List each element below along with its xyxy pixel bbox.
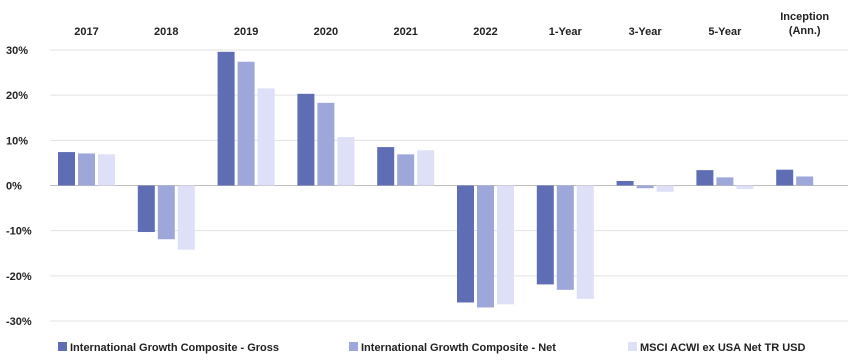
bar-gross — [536, 185, 554, 285]
bar-benchmark — [736, 185, 754, 190]
bar-benchmark — [177, 185, 195, 250]
bar-benchmark — [417, 150, 435, 186]
category-label: 2019 — [234, 26, 258, 38]
bar-net — [716, 177, 734, 186]
y-tick-label: -20% — [6, 271, 32, 283]
bar-net — [477, 185, 494, 308]
legend-label: MSCI ACWI ex USA Net TR USD — [640, 342, 805, 354]
legend: International Growth Composite - Gross In… — [58, 342, 805, 354]
legend-swatch — [349, 342, 358, 351]
category-label: 1-Year — [549, 26, 583, 38]
legend-label: International Growth Composite - Gross — [70, 342, 279, 354]
category-label: Inception (Ann.) — [780, 11, 829, 37]
bar-benchmark — [337, 137, 355, 186]
bar-net — [397, 154, 415, 186]
bar-net — [796, 176, 814, 186]
bar-gross — [377, 147, 395, 186]
bar-net — [237, 61, 255, 186]
bar-gross — [297, 93, 315, 186]
category-label: 2020 — [314, 26, 338, 38]
bars — [58, 51, 814, 308]
bar-benchmark — [656, 185, 674, 192]
category-label: 2018 — [154, 26, 178, 38]
y-tick-label: -30% — [6, 316, 32, 328]
bar-gross — [776, 169, 794, 186]
bar-net — [317, 102, 335, 186]
bar-benchmark — [576, 185, 594, 299]
category-label: 2017 — [74, 26, 98, 38]
category-labels: 2017 2018 2019 2020 2021 2022 1-Year 3-Year 5-Ye… — [74, 11, 829, 38]
bar-benchmark — [497, 185, 514, 305]
bar-gross — [137, 185, 155, 233]
bar-net — [78, 153, 95, 186]
bar-gross — [217, 51, 235, 186]
bar-benchmark — [98, 154, 115, 186]
legend-swatch — [58, 342, 67, 351]
y-tick-label: 30% — [6, 45, 28, 57]
y-tick-label: 20% — [6, 90, 28, 102]
category-label: 2022 — [473, 26, 497, 38]
bar-gross — [696, 170, 714, 186]
bar-net — [157, 185, 175, 240]
bar-net — [636, 185, 654, 189]
category-label: 5-Year — [708, 26, 742, 38]
legend-label: International Growth Composite - Net — [361, 342, 556, 354]
legend-swatch — [628, 342, 637, 351]
y-tick-label: -10% — [6, 226, 32, 238]
bar-gross — [616, 180, 634, 186]
bar-net — [556, 185, 574, 290]
category-label: 3-Year — [629, 26, 663, 38]
y-tick-label: 10% — [6, 135, 28, 147]
bar-gross — [457, 185, 474, 303]
y-tick-label: 0% — [6, 181, 22, 193]
bar-gross — [58, 152, 75, 186]
category-label: 2021 — [393, 26, 417, 38]
bar-benchmark — [257, 88, 275, 186]
y-axis-tick-labels: 30% 20% 10% 0% -10% -20% -30% — [6, 45, 32, 328]
